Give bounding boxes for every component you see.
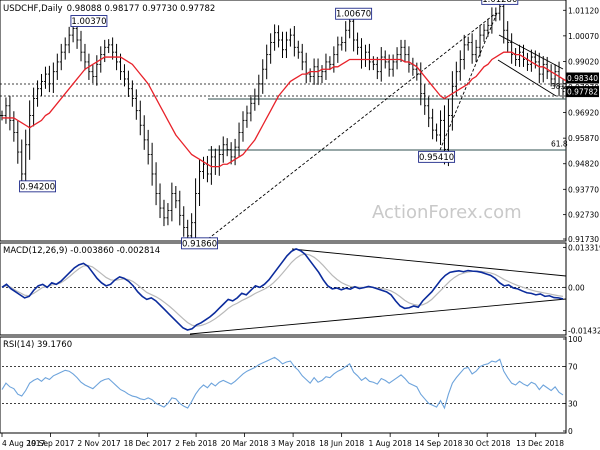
macd-panel-frame xyxy=(0,242,567,336)
rsi-line xyxy=(1,356,564,410)
price-overlays xyxy=(0,12,566,240)
current-price-box xyxy=(566,86,599,98)
ohlc-readout: 0.98088 0.98177 0.97730 0.97782 xyxy=(67,4,216,14)
x-axis-tick-label: 2 Feb 2018 xyxy=(175,439,217,448)
price-annotation-label: 1.00670 xyxy=(336,10,371,20)
rsi-layer xyxy=(1,356,564,410)
x-axis-tick-label: 30 Oct 2018 xyxy=(464,439,511,448)
price-y-tick-label: 0.92730 xyxy=(568,211,599,220)
x-axis-tick-label: 20 Mar 2018 xyxy=(221,439,269,448)
price-annotation-box xyxy=(418,150,456,163)
macd-lower-triangle-line xyxy=(189,298,567,335)
macd-signal-line xyxy=(1,253,564,327)
price-y-tick-label: 0.91730 xyxy=(568,235,599,244)
price-annotation-box xyxy=(181,237,218,250)
macd-overlays xyxy=(189,248,567,335)
macd-y-tick-label: 0.013319 xyxy=(568,243,600,252)
price-panel-title: USDCHF,Daily 0.98088 0.98177 0.97730 0.97… xyxy=(3,4,215,14)
rsi-y-tick-label: 70 xyxy=(568,363,578,372)
rsi-y-tick-label: 0 xyxy=(568,427,573,436)
rising-support-dashed-trendline xyxy=(207,12,497,240)
fib-level-label: 61.8 xyxy=(551,139,568,148)
macd-line xyxy=(1,248,564,331)
macd-y-tick-label: 0.00 xyxy=(568,283,585,292)
x-axis-tick-label: 18 Jun 2018 xyxy=(319,439,364,448)
price-annotation-box xyxy=(70,15,108,27)
x-axis-tick-label: 14 Sep 2018 xyxy=(415,439,463,448)
rsi-panel-title: RSI(14) 39.1760 xyxy=(3,340,72,350)
price-y-tick-label: 0.94820 xyxy=(568,160,599,169)
current-price-box xyxy=(566,72,599,84)
macd-y-tick-label: -0.014323 xyxy=(568,326,600,335)
price-annotation-label: 1.00370 xyxy=(71,17,106,27)
current-price-box-label: 0.97782 xyxy=(567,88,598,97)
price-annotation-label: 1.01280 xyxy=(482,0,517,5)
price-annotation-label: 0.91860 xyxy=(182,239,217,249)
watermark: ActionForex.com xyxy=(372,202,522,223)
instrument-title: USDCHF,Daily xyxy=(3,4,63,14)
price-y-tick-label: 1.00070 xyxy=(568,32,599,41)
x-axis-tick-label: 2 Nov 2017 xyxy=(77,439,120,448)
falling-channel-lower-line xyxy=(497,59,557,97)
price-y-tick-label: 0.95870 xyxy=(568,134,599,143)
x-axis-tick-label: 1 Aug 2018 xyxy=(369,439,412,448)
x-axis-tick-label: 19 Sep 2017 xyxy=(27,439,75,448)
price-y-tick-label: 0.93770 xyxy=(568,185,599,194)
moving-average-layer xyxy=(2,51,568,168)
price-annotation-label: 0.95410 xyxy=(419,153,454,163)
rsi-y-tick-label: 30 xyxy=(568,399,578,408)
x-axis-tick-label: 13 Dec 2018 xyxy=(516,439,564,448)
x-axis-tick-label: 4 Aug 2017 xyxy=(2,439,45,448)
macd-panel-title: MACD(12,26,9) -0.003860 -0.002814 xyxy=(3,246,160,256)
current-price-box-label: 0.98340 xyxy=(567,74,598,83)
macd-layer xyxy=(1,248,564,331)
fib-level-label: 38.2 xyxy=(551,82,568,91)
price-annotation-box xyxy=(19,180,57,193)
price-annotation-box xyxy=(481,0,519,5)
price-y-tick-label: 0.96920 xyxy=(568,109,599,118)
axis-layer: 1.011201.000700.990200.979700.969200.958… xyxy=(1,6,600,448)
annotation-layer: 1.00370 0.94200 0.91860 1.00670 0.95410 1.012… xyxy=(19,0,568,250)
price-annotation-label: 0.94200 xyxy=(20,182,55,192)
x-axis-tick-label: 3 May 2018 xyxy=(271,439,315,448)
rsi-panel-frame xyxy=(0,336,567,434)
rsi-y-tick-label: 100 xyxy=(568,335,583,344)
macd-upper-triangle-line xyxy=(291,248,567,277)
moving-average-line xyxy=(2,51,568,168)
price-panel-frame xyxy=(0,0,567,242)
price-y-tick-label: 1.01120 xyxy=(568,6,599,15)
price-annotation-box xyxy=(335,7,373,20)
price-bars xyxy=(0,0,565,246)
price-y-tick-label: 0.99020 xyxy=(568,57,599,66)
x-axis-tick-label: 18 Dec 2017 xyxy=(124,439,172,448)
